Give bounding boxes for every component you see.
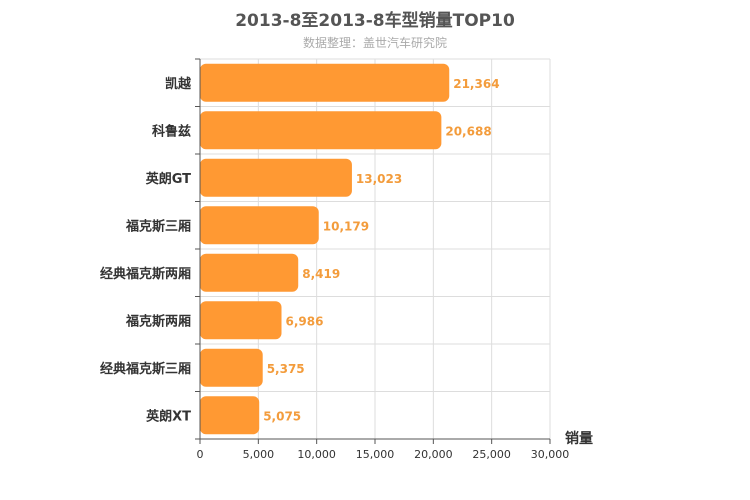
x-tick-label: 5,000: [243, 448, 275, 461]
x-tick-label: 0: [197, 448, 204, 461]
category-label: 福克斯三厢: [125, 218, 191, 234]
category-label: 科鲁兹: [152, 123, 191, 139]
x-tick-label: 15,000: [356, 448, 395, 461]
data-label: 5,375: [267, 362, 305, 376]
bar: [200, 158, 352, 197]
data-label: 21,364: [453, 77, 499, 91]
bar: [200, 206, 319, 245]
x-tick-label: 25,000: [472, 448, 511, 461]
bar: [200, 111, 442, 150]
x-tick-label: 20,000: [414, 448, 453, 461]
labels-group: 0 5,000 10,000 15,000 20,000 25,000 30,000 21,3…: [100, 76, 569, 461]
category-label: 英朗XT: [145, 408, 191, 424]
category-label: 凯越: [165, 76, 192, 92]
chart-subtitle: 数据整理：盖世汽车研究院: [302, 36, 447, 50]
category-label: 经典福克斯两厢: [100, 266, 191, 282]
data-label: 6,986: [286, 314, 324, 328]
bar: [200, 396, 260, 435]
x-tick-label: 10,000: [297, 448, 336, 461]
x-tick-label: 30,000: [531, 448, 570, 461]
category-label: 英朗GT: [145, 171, 191, 187]
data-label: 20,688: [445, 124, 491, 138]
category-label: 经典福克斯三厢: [100, 361, 191, 377]
bar: [200, 253, 299, 292]
chart-title: 2013-8至2013-8车型销量TOP10: [235, 11, 515, 31]
data-label: 10,179: [323, 219, 369, 233]
data-label: 8,419: [302, 267, 340, 281]
bar: [200, 63, 450, 102]
x-axis-title: 销量: [565, 430, 593, 447]
data-label: 5,075: [263, 409, 301, 423]
bar: [200, 301, 282, 340]
data-label: 13,023: [356, 172, 402, 186]
bars-group: [200, 63, 450, 435]
category-label: 福克斯两厢: [125, 313, 191, 329]
bar: [200, 348, 263, 387]
